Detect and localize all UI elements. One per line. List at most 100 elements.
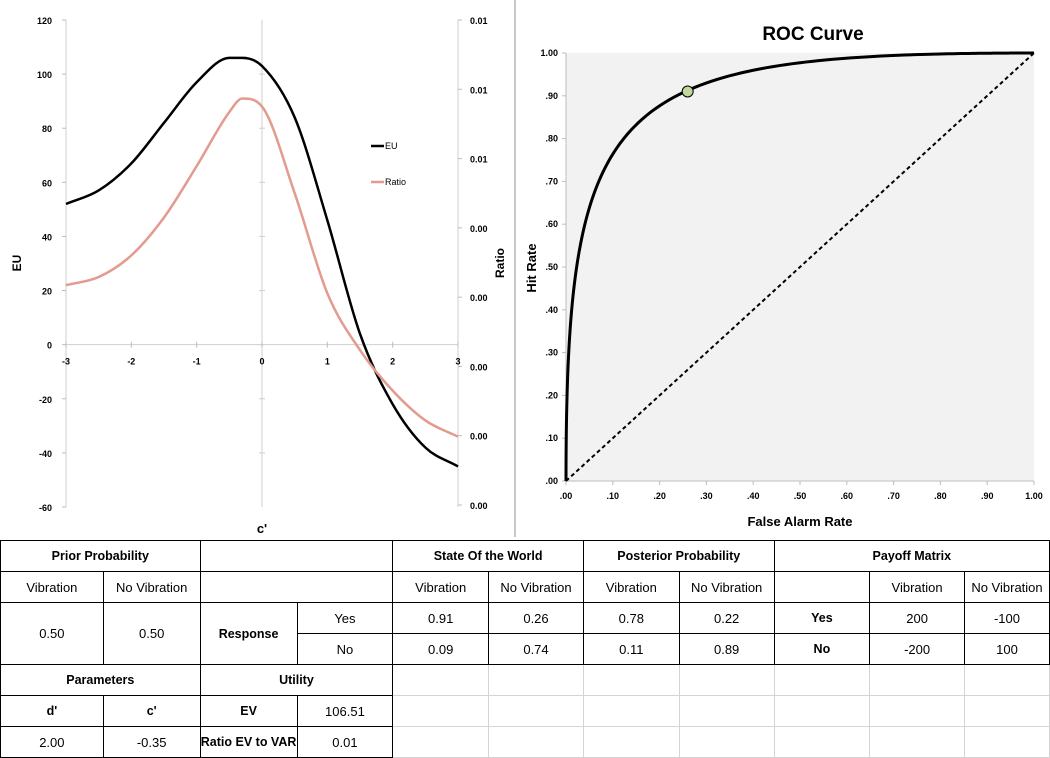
response-label: Response [199, 602, 298, 665]
eu-axis-title: EU [10, 255, 24, 272]
ratio-series-line [65, 97, 459, 438]
eu-tick-label: -40 [39, 449, 52, 459]
prior-no-vibration-value: 0.50 [102, 602, 201, 665]
roc-y-tick-label: .60 [545, 219, 558, 229]
empty-cell [773, 664, 871, 696]
eu-tick-label: -60 [39, 503, 52, 513]
roc-y-tick-label: .20 [545, 390, 558, 400]
roc-x-tick-label: .40 [747, 491, 760, 501]
roc-x-tick-label: .80 [934, 491, 947, 501]
roc-x-tick-label: 1.00 [1025, 491, 1043, 501]
roc-y-tick-label: .40 [545, 305, 558, 315]
empty-cell [963, 664, 1050, 696]
posterior-probability-header: Posterior Probability [582, 540, 775, 572]
empty-cell [773, 726, 871, 758]
eu-tick-label: 40 [42, 232, 52, 242]
ratio-tick-label: 0.01 [470, 155, 488, 165]
blank-subheader-cell [199, 571, 394, 603]
empty-cell [869, 664, 965, 696]
roc-y-axis-title: Hit Rate [524, 243, 539, 292]
blank-header-cell [199, 540, 394, 572]
posterior-no-vibration-row: 0.11 [582, 633, 680, 665]
prior-no-vibration-label: No Vibration [102, 571, 201, 603]
empty-cell [582, 695, 680, 727]
utility-header: Utility [199, 664, 394, 696]
payoff-no-vibration-row: -200 [869, 633, 965, 665]
payoff-no-label: No [773, 633, 871, 665]
empty-cell [869, 726, 965, 758]
ev-label: EV [199, 695, 298, 727]
state-vibration-label: Vibration [392, 571, 490, 603]
d-prime-label: d' [0, 695, 104, 727]
legend-label: EU [385, 141, 398, 151]
posterior-no-no-vibration: 0.89 [678, 633, 775, 665]
roc-x-tick-label: .50 [794, 491, 807, 501]
response-no-label: No [296, 633, 394, 665]
ratio-ev-var-value: 0.01 [296, 726, 394, 758]
x-tick-label: 3 [455, 357, 460, 367]
empty-cell [582, 664, 680, 696]
chance-diagonal-line [565, 52, 1035, 482]
empty-cell [773, 695, 871, 727]
x-tick-label: -1 [193, 357, 201, 367]
eu-tick-label: 80 [42, 124, 52, 134]
roc-y-tick-label: .80 [545, 134, 558, 144]
state-no-vibration-row: 0.09 [392, 633, 490, 665]
empty-cell [392, 664, 490, 696]
posterior-yes-vibration: 0.78 [582, 602, 680, 634]
roc-chart-title: ROC Curve [762, 24, 863, 45]
roc-y-tick-label: 1.00 [540, 48, 558, 58]
payoff-no-vibration-label: No Vibration [963, 571, 1050, 603]
ratio-tick-label: 0.00 [470, 362, 488, 372]
roc-y-tick-label: .30 [545, 348, 558, 358]
response-yes-label: Yes [296, 602, 394, 634]
eu-tick-label: 20 [42, 287, 52, 297]
payoff-matrix-header: Payoff Matrix [773, 540, 1050, 572]
empty-cell [869, 695, 965, 727]
ev-value: 106.51 [296, 695, 394, 727]
prior-probability-header: Prior Probability [0, 540, 201, 572]
posterior-no-vibration-label: No Vibration [678, 571, 775, 603]
chart-divider [514, 0, 516, 537]
eu-tick-label: 120 [37, 16, 52, 26]
payoff-yes-label: Yes [773, 602, 871, 634]
empty-cell [582, 726, 680, 758]
empty-cell [678, 726, 775, 758]
x-axis-title: c' [257, 521, 267, 536]
roc-x-axis-title: False Alarm Rate [747, 514, 852, 529]
eu-tick-label: 100 [37, 70, 52, 80]
roc-chart: .00 .10 .20 .30 .40 .50 .60 .70 .80 .90 1.00 .00 .10… [524, 24, 1043, 529]
c-prime-value: -0.35 [102, 726, 201, 758]
x-tick-label: -2 [127, 357, 135, 367]
ratio-tick-label: 0.00 [470, 224, 488, 234]
roc-x-tick-label: .20 [653, 491, 666, 501]
empty-cell [392, 726, 490, 758]
payoff-yes-vibration: 200 [869, 602, 965, 634]
posterior-vibration-label: Vibration [582, 571, 680, 603]
x-tick-label: -3 [62, 357, 70, 367]
ratio-ev-var-label: Ratio EV to VAR [199, 726, 298, 758]
eu-tick-label: 60 [42, 178, 52, 188]
x-tick-label: 0 [259, 357, 264, 367]
state-yes-vibration: 0.91 [392, 602, 490, 634]
roc-y-tick-label: .70 [545, 176, 558, 186]
eu-tick-label: -20 [39, 395, 52, 405]
payoff-no-no-vibration: 100 [963, 633, 1050, 665]
empty-cell [963, 726, 1050, 758]
empty-cell [678, 664, 775, 696]
eu-series-line [65, 56, 459, 468]
empty-cell [963, 695, 1050, 727]
roc-x-tick-label: .10 [607, 491, 620, 501]
operating-point-marker [681, 85, 694, 98]
ratio-tick-label: 0.01 [470, 16, 488, 26]
empty-cell [392, 695, 490, 727]
results-table: Prior Probability State Of the World Pos… [0, 540, 1050, 758]
roc-curve-line [564, 51, 1034, 481]
d-prime-value: 2.00 [0, 726, 104, 758]
ratio-tick-label: 0.00 [470, 501, 488, 511]
roc-x-tick-label: .30 [700, 491, 713, 501]
payoff-vibration-label: Vibration [869, 571, 965, 603]
prior-vibration-label: Vibration [0, 571, 104, 603]
roc-y-tick-label: .90 [545, 91, 558, 101]
ratio-tick-label: 0.00 [470, 432, 488, 442]
